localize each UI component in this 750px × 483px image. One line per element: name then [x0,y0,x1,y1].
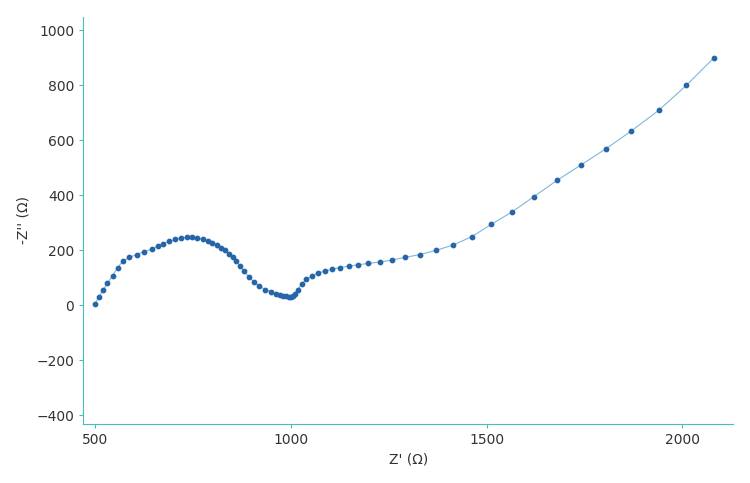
Point [626,127,638,135]
Point [506,208,518,216]
Y-axis label: -Z'' (Ω): -Z'' (Ω) [16,196,31,244]
Point [399,254,411,261]
Point [274,291,286,299]
Point [343,262,355,270]
Point [206,239,218,247]
Point [224,250,236,257]
Point [93,293,105,301]
Point [292,285,304,293]
Point [101,280,113,287]
Point [158,240,170,247]
Point [238,267,250,275]
Point [280,293,292,300]
Point [130,251,142,258]
Point [285,293,297,300]
Point [226,254,238,261]
Point [146,245,158,253]
Point [234,262,246,270]
Point [89,300,101,308]
X-axis label: Z' (Ω): Z' (Ω) [388,453,427,466]
Point [352,261,364,269]
Point [138,248,150,256]
Point [181,233,193,241]
Point [260,285,272,293]
Point [653,106,665,114]
Point [152,242,164,250]
Point [708,54,720,62]
Point [248,278,260,286]
Point [326,265,338,273]
Point [191,234,203,242]
Point [447,241,459,249]
Point [466,233,478,241]
Point [334,264,346,271]
Point [574,161,586,169]
Point [600,145,612,153]
Point [270,290,282,298]
Point [485,220,497,228]
Point [551,176,563,184]
Point [211,241,223,249]
Point [319,267,331,275]
Point [170,236,182,243]
Point [296,280,307,288]
Point [164,238,176,245]
Point [112,264,124,271]
Point [117,257,129,265]
Point [97,286,109,294]
Point [254,283,266,290]
Point [266,288,278,296]
Point [374,258,386,266]
Point [230,257,242,265]
Point [277,292,289,300]
Point [386,256,398,264]
Point [301,275,313,283]
Point [286,292,298,300]
Point [362,259,374,267]
Point [202,237,214,245]
Point [106,272,118,280]
Point [219,247,231,255]
Point [680,82,692,89]
Point [215,244,227,252]
Point [123,254,135,261]
Point [243,273,255,281]
Point [306,272,318,280]
Point [430,247,442,255]
Point [175,234,187,242]
Point [186,233,198,241]
Point [527,193,539,201]
Point [312,269,324,277]
Point [289,290,301,298]
Point [414,251,426,258]
Point [283,293,295,300]
Point [196,236,208,243]
